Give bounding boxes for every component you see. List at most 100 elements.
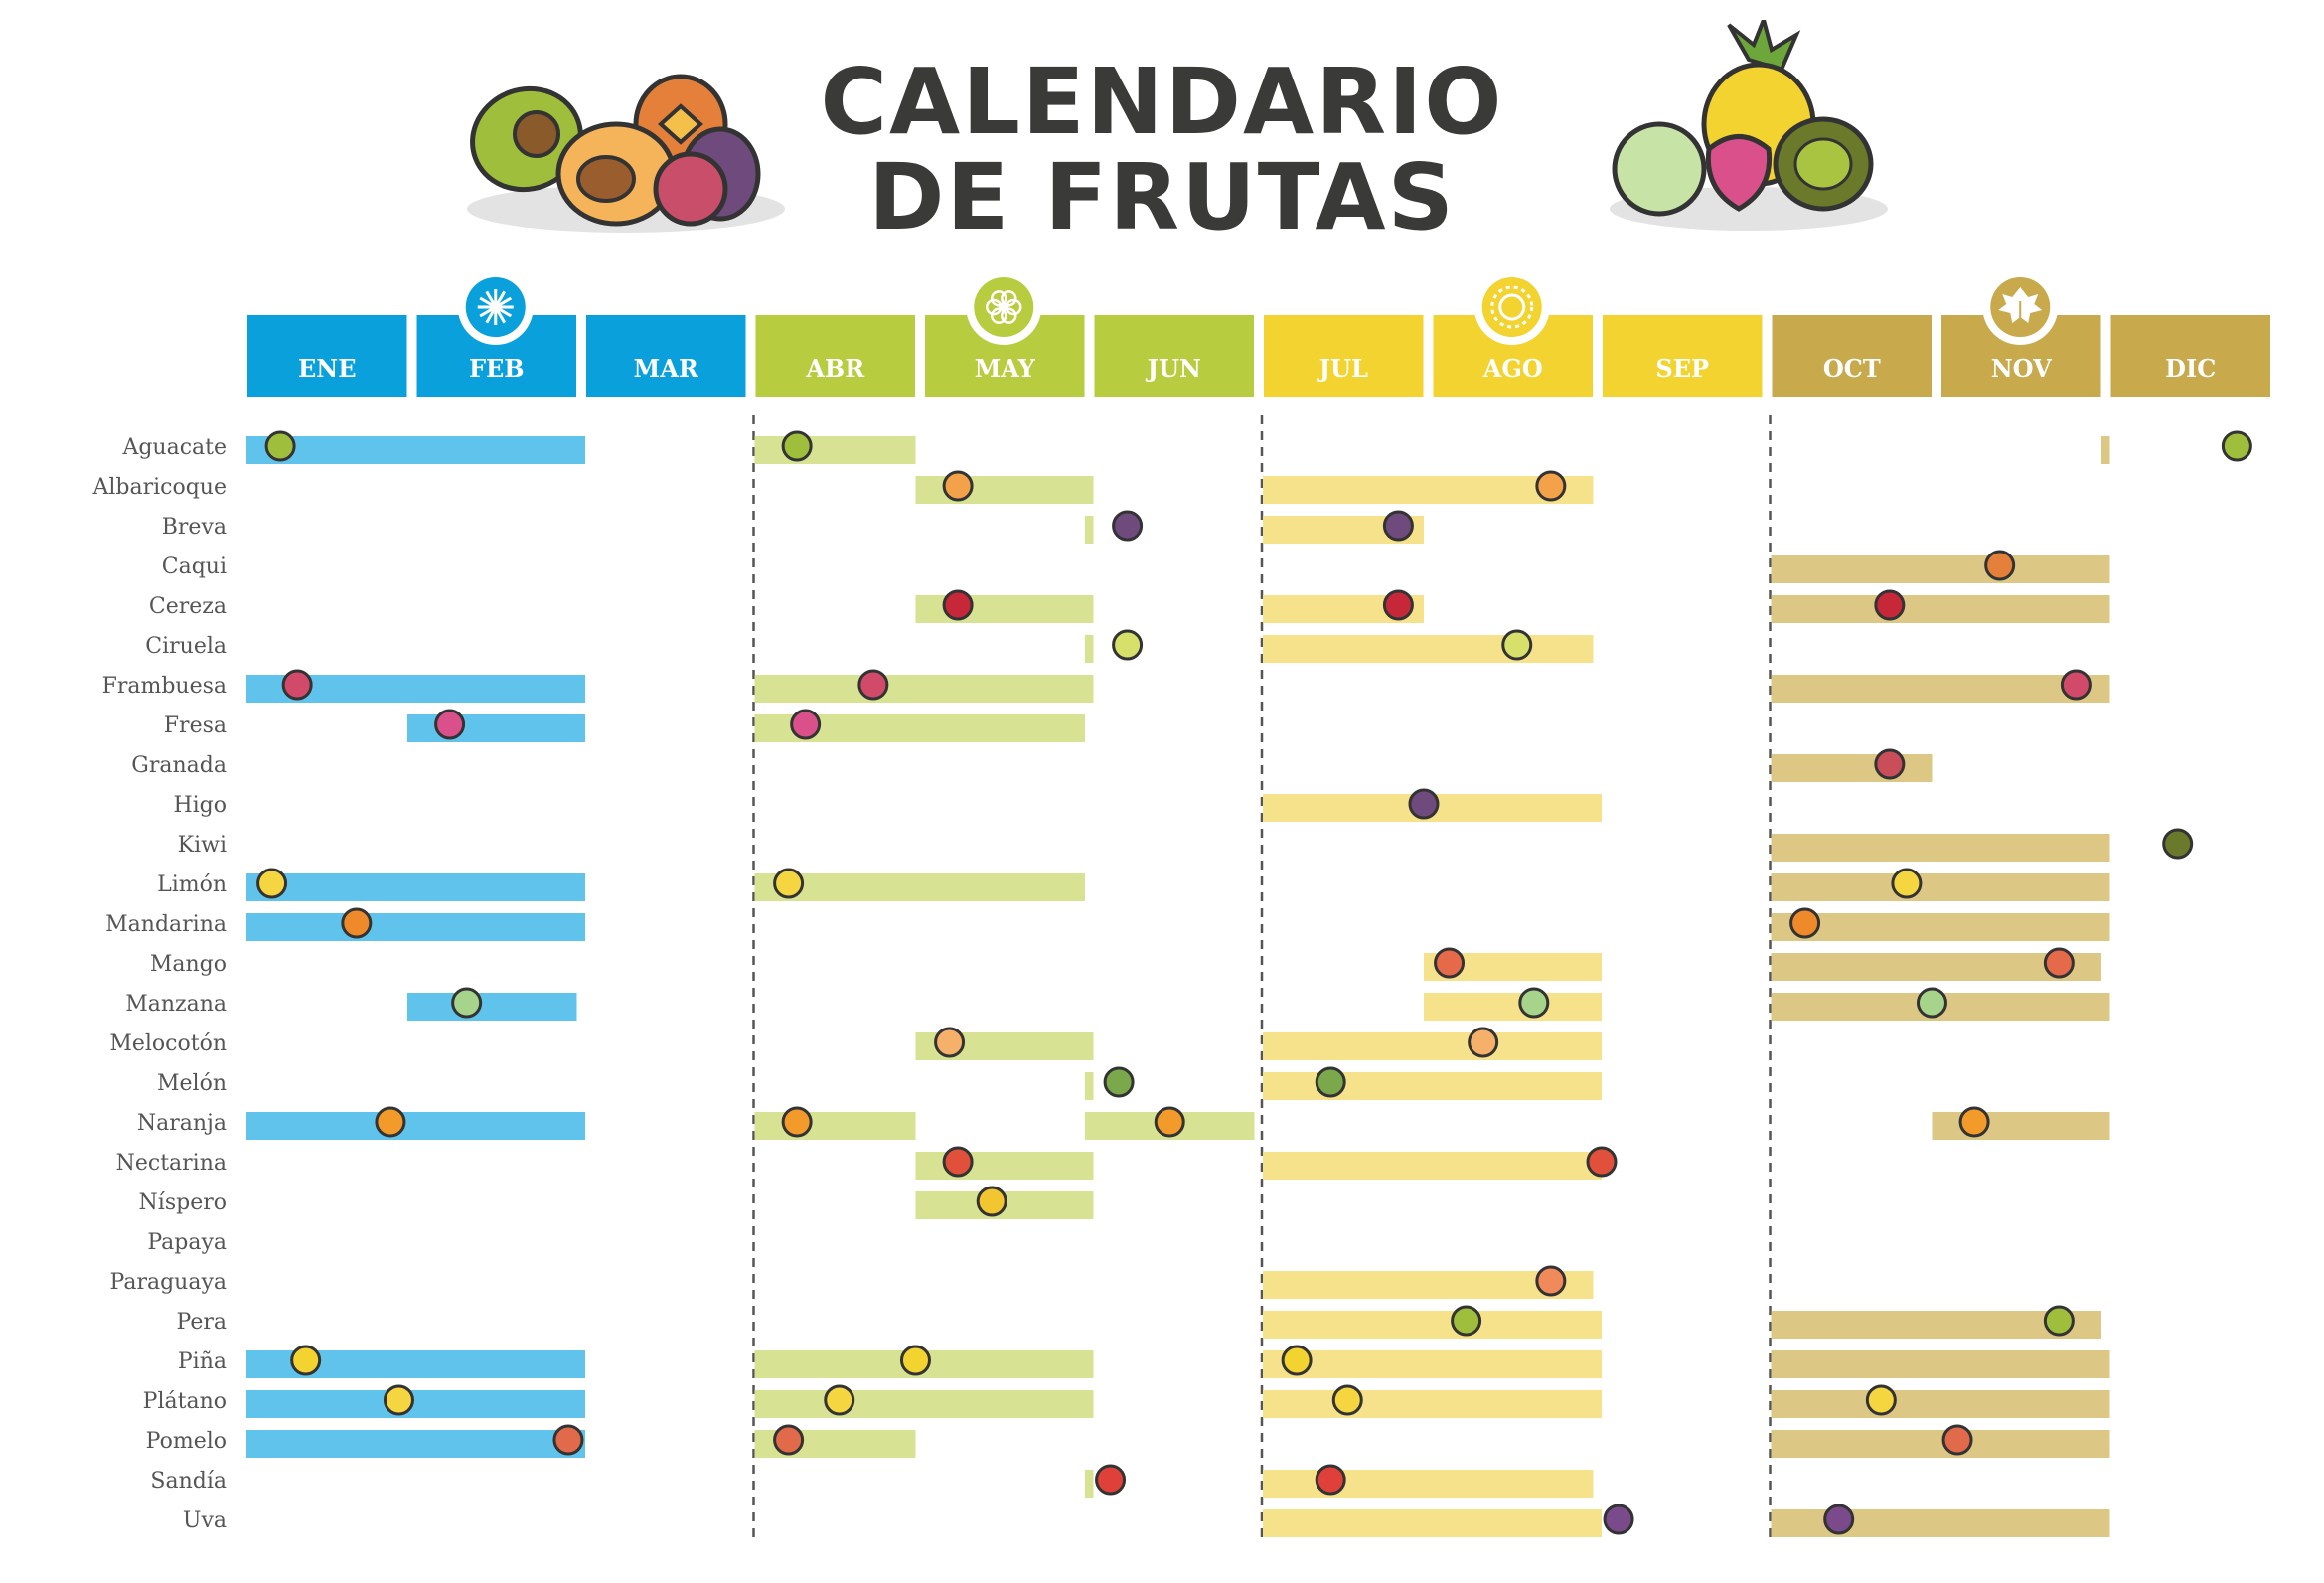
- season-bar: [1263, 1072, 1602, 1100]
- fruit-label-naranja: Naranja: [137, 1111, 227, 1136]
- fruit-label-mandarina: Mandarina: [105, 912, 227, 937]
- season-bar: [1084, 1470, 1094, 1498]
- season-bar: [1084, 1072, 1094, 1100]
- fruit-label-granada: Granada: [131, 753, 227, 778]
- fruit-label-pomelo: Pomelo: [146, 1429, 227, 1454]
- lemon-icon: [256, 868, 288, 899]
- season-bar: [406, 993, 577, 1021]
- fruit-label-caqui: Caqui: [162, 554, 227, 579]
- season-bar: [1263, 1509, 1602, 1537]
- avocado-icon: [2221, 430, 2252, 462]
- month-label: ABR: [805, 354, 865, 383]
- season-bar: [1771, 595, 2110, 623]
- pear-icon: [2043, 1305, 2075, 1337]
- apple-icon: [451, 987, 483, 1019]
- snowflake-ray: [479, 296, 513, 318]
- season-bar: [1932, 1112, 2110, 1140]
- peach-icon: [934, 1027, 966, 1058]
- mandarin-icon: [341, 907, 373, 939]
- season-bar: [2100, 436, 2110, 464]
- sun-rays: [1490, 285, 1534, 329]
- season-bar: [1423, 993, 1602, 1021]
- fig-icon: [1382, 510, 1414, 542]
- month-label: JUL: [1317, 354, 1368, 383]
- orange-icon: [375, 1106, 406, 1138]
- sun-icon: [1481, 277, 1542, 337]
- apple-icon: [1916, 987, 1947, 1019]
- melon-icon: [1315, 1066, 1346, 1098]
- pineapple-icon: [899, 1345, 931, 1376]
- flower-petal: [991, 290, 1007, 307]
- grapefruit-icon: [773, 1424, 805, 1456]
- season-bar: [1771, 834, 2110, 862]
- sun-core: [1498, 293, 1526, 321]
- persimmon-icon: [1984, 550, 2016, 581]
- season-bar: [754, 675, 1094, 703]
- fruit-label-melocotón: Melocotón: [109, 1031, 227, 1056]
- season-bar: [754, 1390, 1094, 1418]
- season-bar: [1263, 635, 1594, 663]
- avocado-icon: [264, 430, 296, 462]
- season-bar: [1771, 754, 1933, 782]
- fruit-label-uva: Uva: [183, 1508, 227, 1533]
- season-bar: [246, 913, 585, 941]
- grape-icon: [1603, 1504, 1634, 1535]
- nectarine-icon: [1586, 1146, 1618, 1178]
- pineapple-icon: [290, 1345, 322, 1376]
- fruit-label-melón: Melón: [157, 1071, 227, 1096]
- month-header-dic: [2110, 315, 2270, 397]
- apple-icon: [1518, 987, 1550, 1019]
- fruit-label-plátano: Plátano: [143, 1389, 227, 1414]
- month-label: MAR: [634, 354, 699, 383]
- fruit-label-papaya: Papaya: [147, 1230, 227, 1255]
- lemon-icon: [1891, 868, 1923, 899]
- season-bar: [1771, 1390, 2110, 1418]
- season-bar: [246, 1430, 585, 1458]
- season-bar: [915, 1152, 1094, 1180]
- strawberry-icon: [434, 709, 466, 740]
- season-bar: [1263, 1470, 1594, 1498]
- fig-icon: [1408, 788, 1440, 820]
- fruit-label-sandía: Sandía: [150, 1469, 227, 1494]
- cherry-icon: [1874, 589, 1906, 621]
- fruit-label-piña: Piña: [178, 1349, 227, 1374]
- season-bar: [1771, 555, 2110, 583]
- month-header-jul: [1264, 315, 1424, 397]
- season-bar: [1263, 1152, 1602, 1180]
- banana-icon: [1865, 1384, 1897, 1416]
- grapefruit-icon: [1941, 1424, 1973, 1456]
- season-bar: [754, 436, 916, 464]
- title-line-1: CALENDARIO: [820, 49, 1504, 155]
- pear-icon: [1451, 1305, 1482, 1337]
- fruit-label-ciruela: Ciruela: [145, 634, 227, 659]
- month-header-jun: [1094, 315, 1254, 397]
- flower-petal: [1001, 290, 1017, 307]
- fruit-label-níspero: Níspero: [139, 1190, 227, 1215]
- season-bar: [754, 1112, 916, 1140]
- fruit-label-fresa: Fresa: [164, 713, 227, 738]
- mandarin-icon: [1789, 907, 1821, 939]
- season-bar: [915, 476, 1094, 504]
- loquat-icon: [976, 1186, 1007, 1217]
- season-bar: [754, 873, 1085, 901]
- month-label: DIC: [2165, 354, 2216, 383]
- month-header-oct: [1772, 315, 1932, 397]
- flower-center: [999, 302, 1009, 312]
- apricot-icon: [1535, 470, 1567, 502]
- month-label: JUN: [1146, 354, 1201, 383]
- season-bar: [246, 1390, 585, 1418]
- raspberry-icon: [281, 669, 313, 701]
- pomegranate-icon: [1874, 748, 1906, 780]
- fruit-label-higo: Higo: [173, 793, 227, 818]
- fruit-label-manzana: Manzana: [125, 992, 227, 1017]
- fruit-label-kiwi: Kiwi: [178, 833, 227, 858]
- fruit-illustration-left-icon: [467, 74, 785, 233]
- flower-petal: [991, 307, 1007, 324]
- season-bar: [1771, 675, 2110, 703]
- plum-icon: [1112, 629, 1144, 661]
- month-header-mar: [586, 315, 746, 397]
- month-label: FEB: [469, 354, 525, 383]
- month-header-ene: [247, 315, 407, 397]
- fruit-illustration-right-icon: [1610, 20, 1888, 231]
